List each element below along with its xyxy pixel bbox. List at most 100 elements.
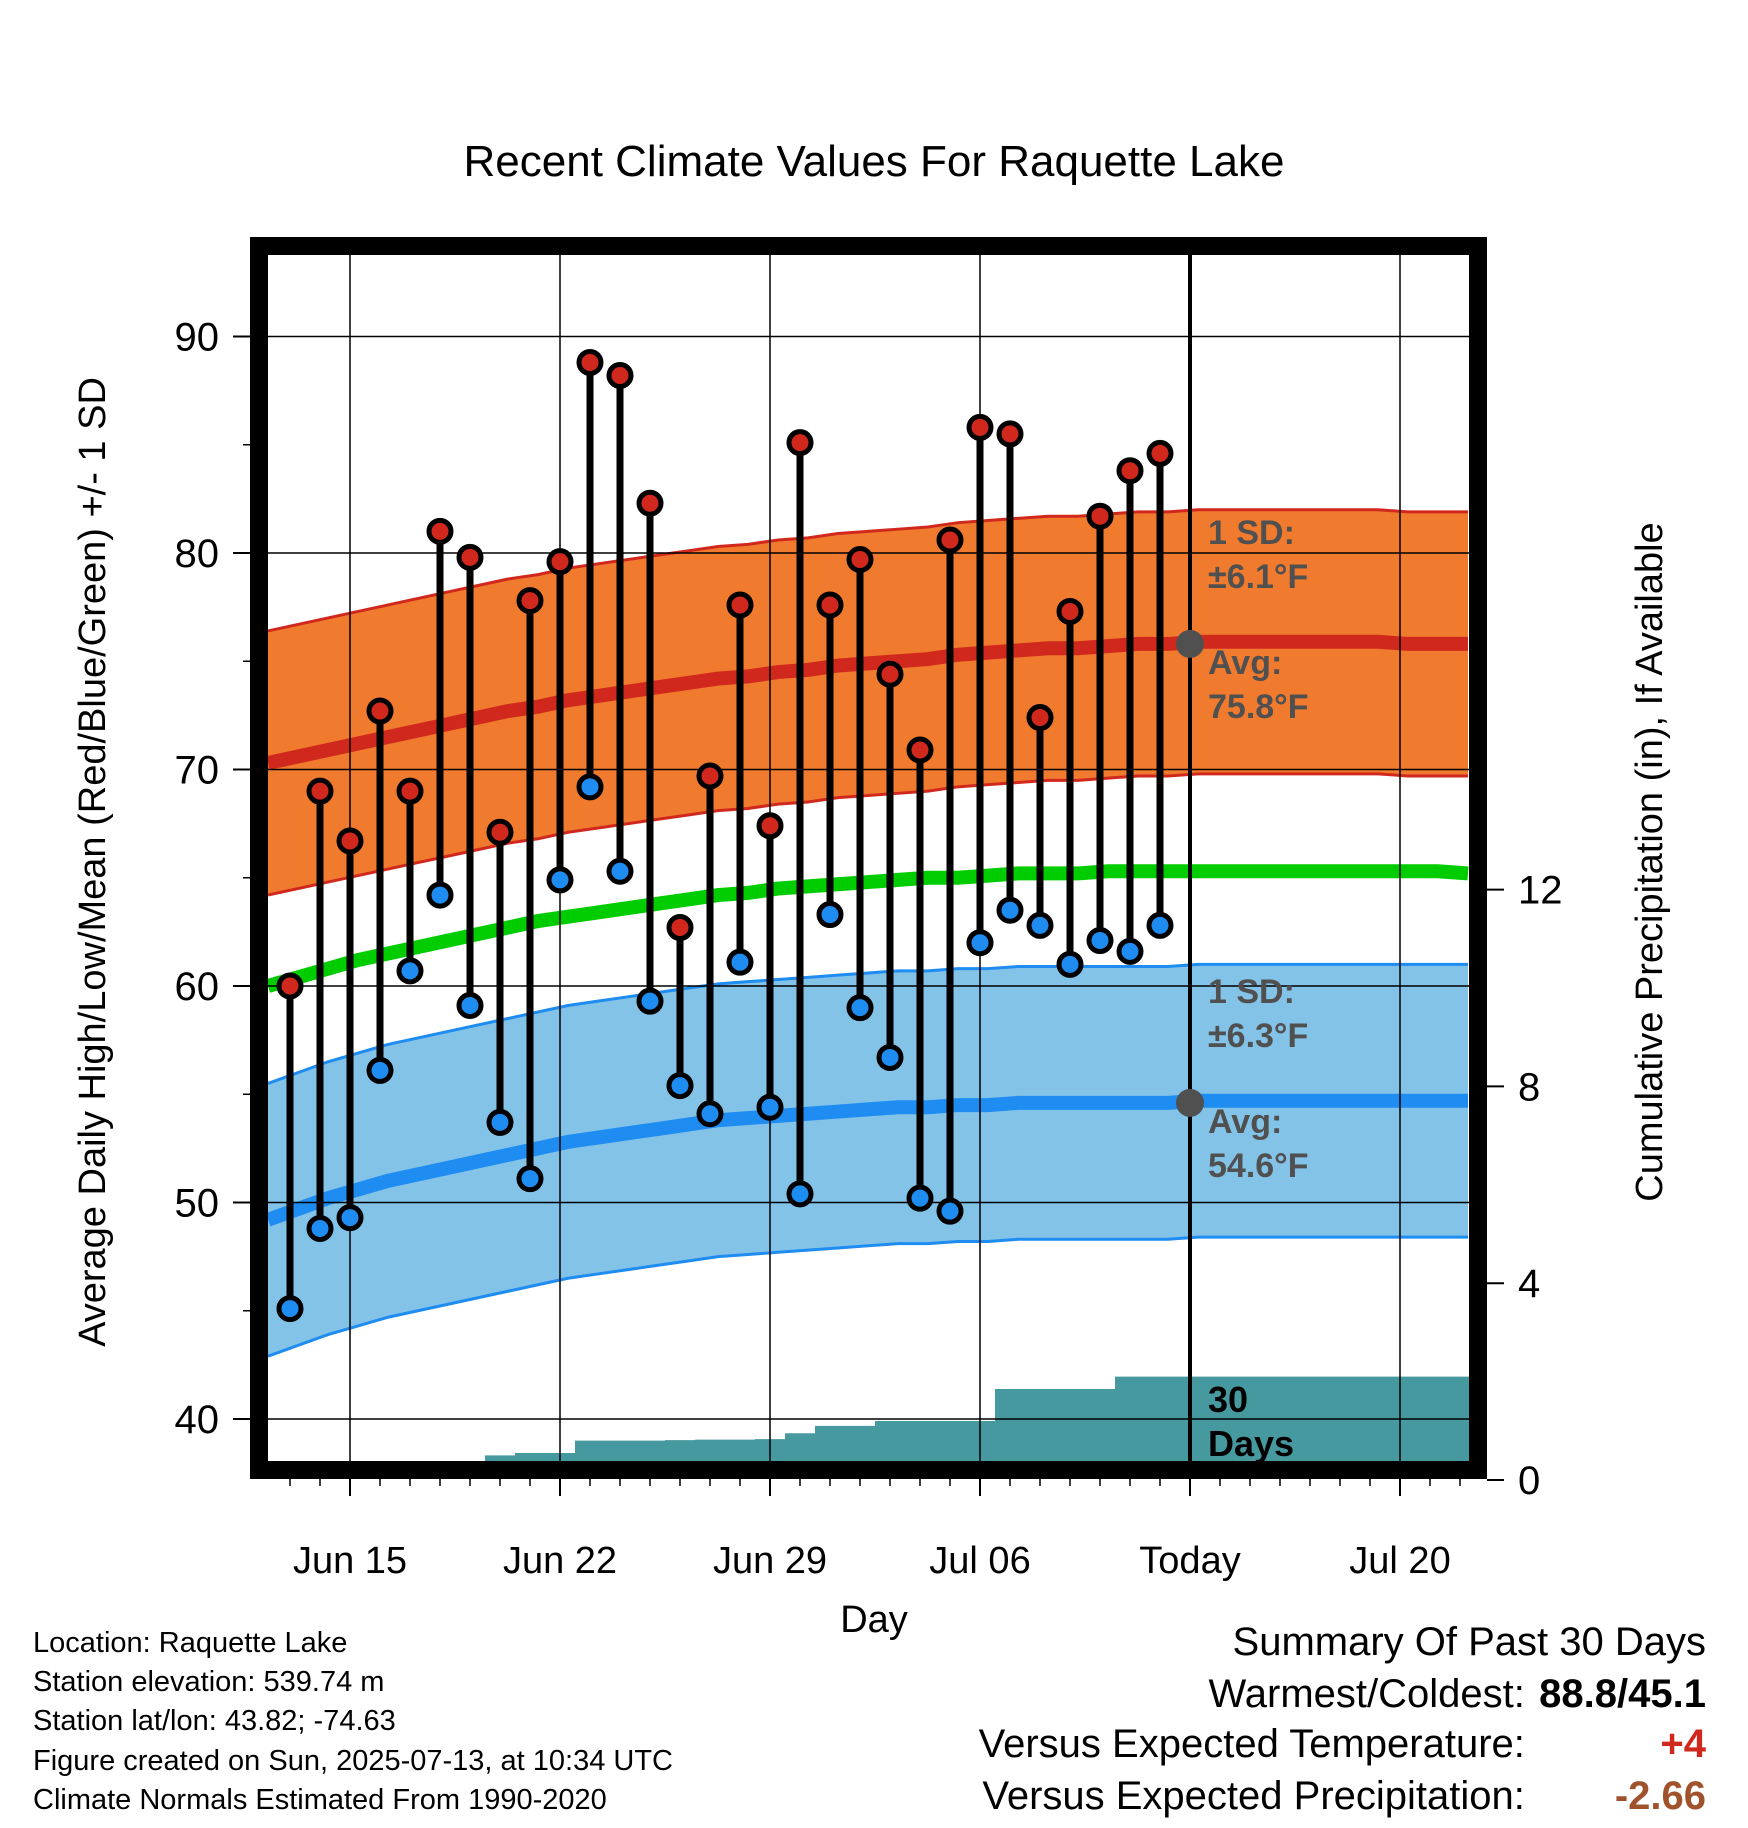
daily-high-point <box>666 914 694 942</box>
y-tick-label-left: 60 <box>175 965 220 1009</box>
daily-high-point <box>576 348 604 376</box>
x-tick-label: Jul 20 <box>1349 1540 1450 1582</box>
daily-high-point <box>306 777 334 805</box>
x-tick-label: Today <box>1139 1540 1240 1582</box>
summary-warm-cold-label: Warmest/Coldest: <box>1208 1672 1525 1716</box>
meta-location: Location: Raquette Lake <box>33 1627 348 1659</box>
daily-low-point <box>816 901 844 929</box>
high-avg-label: Avg: <box>1208 644 1282 682</box>
daily-low-point <box>666 1072 694 1100</box>
low-band-lower-edge <box>267 1235 1468 1358</box>
daily-low-point <box>996 896 1024 924</box>
daily-low-point <box>366 1056 394 1084</box>
daily-high-point <box>516 587 544 615</box>
daily-low-point <box>786 1180 814 1208</box>
summary-temp-value: +4 <box>1660 1722 1706 1766</box>
daily-high-point <box>366 697 394 725</box>
low-avg-value: 54.6°F <box>1208 1147 1309 1185</box>
high-average-marker <box>1176 629 1204 658</box>
daily-high-point <box>846 545 874 573</box>
daily-high-point <box>1116 457 1144 485</box>
daily-low-point <box>1116 937 1144 965</box>
x-tick-label: Jun 29 <box>713 1540 827 1582</box>
daily-high-point <box>906 736 934 764</box>
plot-frame <box>250 237 1487 1479</box>
plot-area: 1 SD: ±6.1°F Avg: 75.8°F 1 SD: ±6.3°F Avg: 54.6… <box>175 237 1563 1582</box>
daily-low-point <box>696 1100 724 1128</box>
summary-temp-label: Versus Expected Temperature: <box>978 1722 1525 1766</box>
low-sd-label: 1 SD: <box>1208 973 1295 1011</box>
low-average-marker <box>1176 1088 1204 1117</box>
daily-low-point <box>426 881 454 909</box>
daily-high-point <box>1146 439 1174 467</box>
daily-high-point <box>336 827 364 855</box>
chart-title: Recent Climate Values For Raquette Lake <box>464 137 1285 186</box>
x-tick-label: Jun 15 <box>293 1540 407 1582</box>
low-band-upper-edge <box>267 962 1468 1085</box>
daily-low-point <box>906 1184 934 1212</box>
high-sd-label: 1 SD: <box>1208 514 1295 552</box>
daily-high-point <box>636 489 664 517</box>
daily-low-point <box>636 987 664 1015</box>
daily-high-point <box>606 361 634 389</box>
precip-label-line1: 30 <box>1208 1379 1248 1420</box>
x-tick-label: Jun 22 <box>503 1540 617 1582</box>
daily-high-point <box>966 413 994 441</box>
meta-created: Figure created on Sun, 2025-07-13, at 10… <box>33 1745 673 1777</box>
summary-temp-row: Versus Expected Temperature: +4 <box>979 1722 1706 1767</box>
daily-high-point <box>1086 502 1114 530</box>
daily-high-point <box>876 660 904 688</box>
normal-low-line <box>265 1093 1468 1227</box>
daily-low-point <box>456 991 484 1019</box>
daily-high-point <box>696 762 724 790</box>
daily-high-point <box>816 591 844 619</box>
daily-low-point <box>936 1197 964 1225</box>
daily-high-point <box>426 517 454 545</box>
y-tick-label-right: 0 <box>1518 1459 1540 1503</box>
precip-label-line2: Days <box>1208 1423 1294 1464</box>
daily-high-point <box>726 591 754 619</box>
daily-low-point <box>1056 950 1084 978</box>
plot-content: 1 SD: ±6.1°F Avg: 75.8°F 1 SD: ±6.3°F Avg: 54.6… <box>259 246 1478 1470</box>
low-sd-band <box>268 964 1468 1357</box>
daily-low-point <box>576 773 604 801</box>
y-tick-label-right: 12 <box>1518 869 1563 913</box>
x-tick-label: Jul 06 <box>929 1540 1030 1582</box>
daily-high-point <box>396 777 424 805</box>
daily-low-point <box>336 1204 364 1232</box>
daily-low-point <box>276 1295 304 1323</box>
daily-low-point <box>306 1214 334 1242</box>
summary-precip-value: -2.66 <box>1614 1774 1706 1818</box>
y-tick-label-right: 8 <box>1518 1065 1540 1109</box>
daily-low-point <box>966 929 994 957</box>
meta-latlon: Station lat/lon: 43.82; -74.63 <box>33 1705 396 1737</box>
summary-warm-cold-row: Warmest/Coldest: 88.8/45.1 <box>1209 1672 1707 1717</box>
daily-high-point <box>1026 704 1054 732</box>
daily-low-point <box>1026 911 1054 939</box>
daily-low-point <box>1086 927 1114 955</box>
y-tick-label-left: 80 <box>175 532 220 576</box>
y-tick-label-left: 70 <box>175 749 220 793</box>
y-axis-label-left: Average Daily High/Low/Mean (Red/Blue/Gr… <box>72 377 114 1347</box>
y-tick-label-left: 40 <box>175 1398 220 1442</box>
meta-elevation: Station elevation: 539.74 m <box>33 1666 385 1698</box>
daily-low-point <box>546 866 574 894</box>
y-tick-label-right: 4 <box>1518 1262 1540 1306</box>
daily-high-point <box>1056 597 1084 625</box>
summary-precip-row: Versus Expected Precipitation: -2.66 <box>982 1774 1706 1819</box>
daily-low-point <box>1146 911 1174 939</box>
daily-low-point <box>756 1093 784 1121</box>
daily-high-point <box>456 543 484 571</box>
daily-high-point <box>486 818 514 846</box>
daily-low-point <box>846 994 874 1022</box>
cumulative-precip-area <box>275 1376 1478 1470</box>
x-axis-label: Day <box>840 1599 908 1641</box>
daily-low-point <box>396 957 424 985</box>
summary-title: Summary Of Past 30 Days <box>1232 1620 1706 1664</box>
high-avg-value: 75.8°F <box>1208 688 1309 726</box>
y-tick-label-left: 90 <box>175 316 220 360</box>
daily-low-point <box>516 1165 544 1193</box>
daily-low-point <box>606 857 634 885</box>
low-avg-label: Avg: <box>1208 1103 1282 1141</box>
